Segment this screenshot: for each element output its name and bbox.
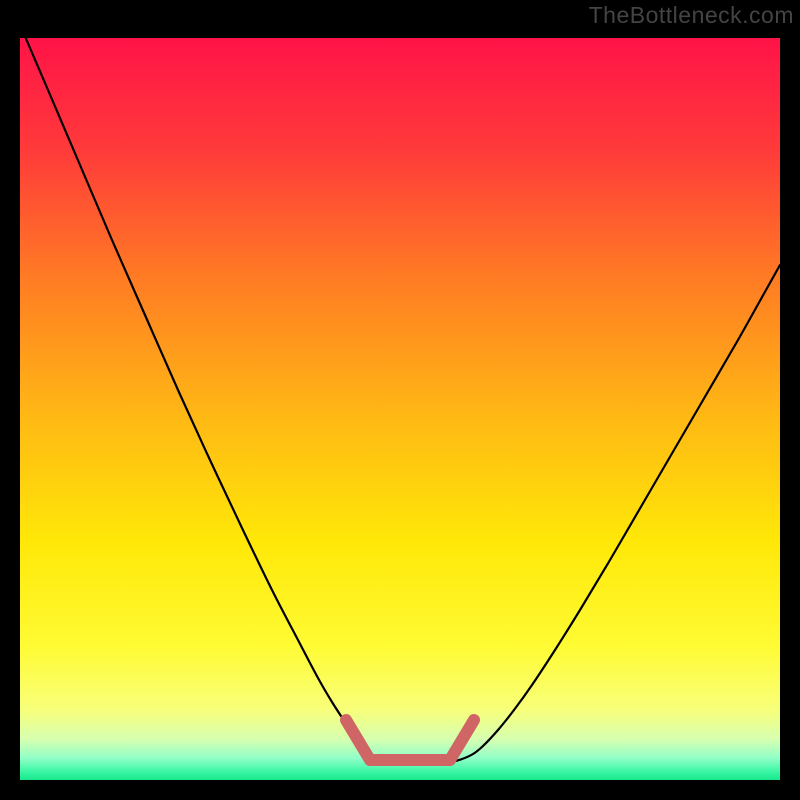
- chart-stage: TheBottleneck.com: [0, 0, 800, 800]
- bottleneck-chart-svg: [0, 0, 800, 800]
- plot-background: [20, 38, 780, 780]
- watermark-text: TheBottleneck.com: [589, 2, 794, 29]
